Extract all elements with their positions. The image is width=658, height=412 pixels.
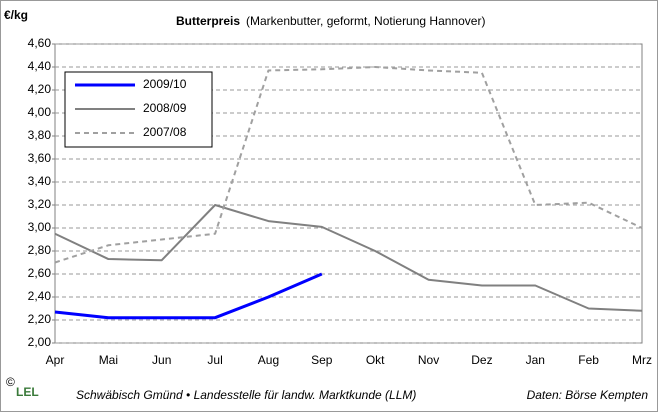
x-tick-label: Jun bbox=[152, 353, 171, 367]
y-tick-label: 3,80 bbox=[28, 128, 52, 142]
y-tick-label: 4,60 bbox=[28, 36, 52, 50]
x-tick-label: Sep bbox=[311, 353, 333, 367]
x-tick-label: Feb bbox=[578, 353, 599, 367]
series-line bbox=[54, 272, 323, 320]
source: Daten: Börse Kempten bbox=[527, 388, 649, 402]
legend-label: 2007/08 bbox=[143, 125, 187, 139]
y-tick-label: 2,60 bbox=[28, 266, 52, 280]
y-tick-label: 4,40 bbox=[28, 59, 52, 73]
x-tick-label: Jan bbox=[526, 353, 545, 367]
x-tick-label: Mrz bbox=[632, 353, 652, 367]
x-tick-label: Mai bbox=[99, 353, 118, 367]
y-tick-label: 2,00 bbox=[28, 335, 52, 349]
y-tick-label: 2,80 bbox=[28, 243, 52, 257]
y-tick-label: 2,40 bbox=[28, 289, 52, 303]
legend-label: 2009/10 bbox=[143, 77, 187, 91]
chart-title: Butterpreis bbox=[176, 14, 240, 28]
y-tick-label: 3,40 bbox=[28, 174, 52, 188]
y-tick-label: 4,00 bbox=[28, 105, 52, 119]
x-tick-label: Dez bbox=[471, 353, 492, 367]
copyright: © bbox=[6, 375, 15, 389]
y-tick-label: 3,60 bbox=[28, 151, 52, 165]
x-tick-label: Nov bbox=[418, 353, 439, 367]
x-tick-label: Aug bbox=[258, 353, 279, 367]
chart-subtitle: (Markenbutter, geformt, Notierung Hannov… bbox=[246, 14, 485, 28]
series-line bbox=[54, 66, 643, 264]
x-tick-label: Okt bbox=[366, 353, 385, 367]
y-tick-label: 4,20 bbox=[28, 82, 52, 96]
legend-label: 2008/09 bbox=[143, 101, 187, 115]
institution: Schwäbisch Gmünd • Landesstelle für land… bbox=[76, 388, 416, 402]
y-tick-label: 3,20 bbox=[28, 197, 52, 211]
x-tick-label: Jul bbox=[207, 353, 222, 367]
logo: LEL bbox=[16, 385, 39, 399]
y-tick-label: 3,00 bbox=[28, 220, 52, 234]
series-line bbox=[54, 204, 643, 312]
y-tick-label: 2,20 bbox=[28, 312, 52, 326]
x-tick-label: Apr bbox=[46, 353, 65, 367]
y-axis-label: €/kg bbox=[4, 8, 28, 22]
